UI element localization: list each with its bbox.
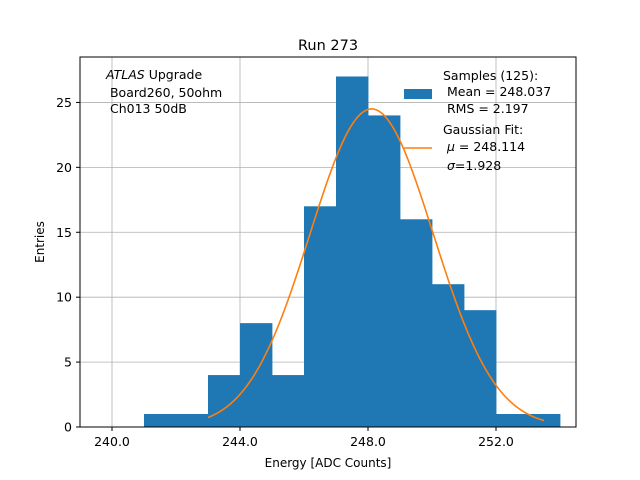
gaussian-fit-curve — [207, 108, 545, 422]
histogram-bar-1 — [176, 414, 209, 427]
x-tick-label-0: 240.0 — [94, 434, 130, 449]
y-tick-label-4: 20 — [56, 160, 72, 175]
histogram-bar-2 — [208, 375, 241, 427]
annotation-line-1: ATLAS Upgrade — [105, 67, 202, 82]
histogram-bar-3 — [240, 323, 273, 427]
x-axis-label: Energy [ADC Counts] — [265, 456, 392, 470]
y-axis-ticks: 0 5 10 15 20 25 — [56, 95, 80, 435]
chart-title: Run 273 — [298, 38, 358, 54]
histogram-bar-11 — [496, 414, 529, 427]
legend-fit-sigma: σ=1.928 — [443, 158, 501, 173]
y-tick-label-2: 10 — [56, 290, 72, 305]
annotation-atlas: ATLAS — [105, 67, 145, 82]
histogram-bar-5 — [304, 206, 337, 427]
legend-samples-mean: Mean = 248.037 — [443, 84, 551, 99]
legend-mu-symbol: μ — [446, 139, 455, 154]
y-tick-label-1: 5 — [64, 355, 72, 370]
annotation-upgrade: Upgrade — [145, 67, 203, 82]
legend-fit-title: Gaussian Fit: — [443, 122, 523, 137]
legend-mu-value: = 248.114 — [455, 139, 525, 154]
annotation-line-3: Ch013 50dB — [106, 101, 187, 116]
x-tick-label-1: 244.0 — [222, 434, 258, 449]
histogram-bar-6 — [336, 76, 369, 427]
histogram-bar-8 — [400, 219, 433, 427]
legend-fit-mu: μ = 248.114 — [443, 139, 525, 154]
histogram-bar-9 — [432, 284, 465, 427]
legend-sigma-value: =1.928 — [455, 158, 501, 173]
x-tick-label-3: 252.0 — [478, 434, 514, 449]
annotation-line-2: Board260, 50ohm — [106, 85, 222, 100]
legend: Samples (125): Mean = 248.037 RMS = 2.19… — [404, 68, 551, 173]
y-tick-label-5: 25 — [56, 95, 72, 110]
histogram-bar-7 — [368, 115, 401, 427]
histogram-bar-10 — [464, 310, 497, 427]
x-tick-label-2: 248.0 — [350, 434, 386, 449]
legend-samples-swatch — [404, 89, 432, 99]
legend-sigma-symbol: σ — [447, 158, 456, 173]
y-axis-label: Entries — [33, 221, 47, 263]
plot-frame — [79, 56, 577, 428]
histogram-bar-4 — [272, 375, 305, 427]
x-axis-ticks: 240.0 244.0 248.0 252.0 — [94, 427, 514, 449]
histogram-bars — [144, 76, 561, 427]
y-tick-label-0: 0 — [64, 420, 72, 435]
legend-samples-rms: RMS = 2.197 — [443, 101, 529, 116]
annotation-box: ATLAS Upgrade Board260, 50ohm Ch013 50dB — [105, 67, 222, 116]
legend-samples-title: Samples (125): — [443, 68, 538, 83]
y-tick-label-3: 15 — [56, 225, 72, 240]
histogram-bar-0 — [144, 414, 177, 427]
